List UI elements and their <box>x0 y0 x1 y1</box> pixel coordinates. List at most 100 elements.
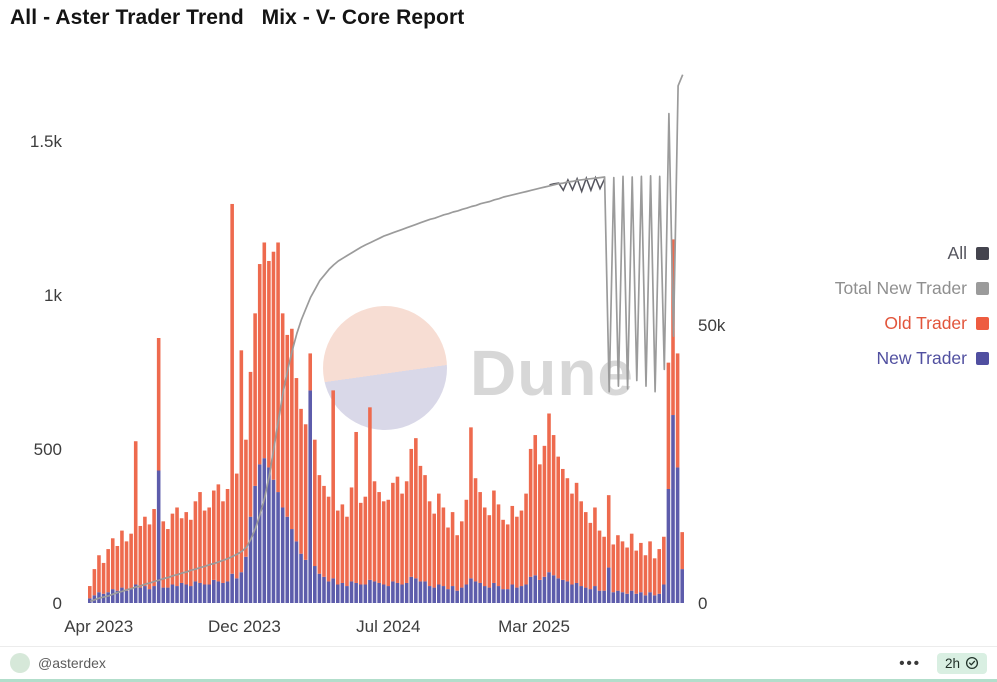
bar-new-trader <box>524 584 528 603</box>
bar-old-trader <box>634 550 639 594</box>
chart-legend: All Total New Trader Old Trader New Trad… <box>835 236 989 376</box>
legend-item-new-trader[interactable]: New Trader <box>877 341 989 376</box>
x-axis-tick: Dec 2023 <box>208 617 281 636</box>
bar-old-trader <box>561 468 565 580</box>
bar-new-trader <box>446 589 450 603</box>
bar-new-trader <box>322 576 326 603</box>
bar-old-trader <box>271 251 276 480</box>
bar-old-trader <box>423 475 427 582</box>
bar-old-trader <box>147 524 152 590</box>
bar-old-trader <box>372 481 377 582</box>
bar-old-trader <box>648 541 652 593</box>
bar-new-trader <box>606 567 611 603</box>
bar-old-trader <box>418 465 423 582</box>
dune-watermark-text: Dune <box>470 337 634 409</box>
bar-new-trader <box>207 584 211 603</box>
bar-old-trader <box>542 445 547 577</box>
bar-old-trader <box>193 501 198 582</box>
legend-item-total-new-trader[interactable]: Total New Trader <box>835 271 989 306</box>
bar-new-trader <box>487 587 492 603</box>
bar-new-trader <box>216 581 221 603</box>
more-options-button[interactable]: ••• <box>893 654 927 673</box>
legend-item-old-trader[interactable]: Old Trader <box>884 306 989 341</box>
bar-new-trader <box>280 507 285 603</box>
bar-new-trader <box>391 581 395 603</box>
bar-old-trader <box>662 536 666 585</box>
bar-new-trader <box>143 586 147 603</box>
bar-new-trader <box>120 587 124 603</box>
bar-new-trader <box>611 592 616 603</box>
bar-old-trader <box>515 516 519 588</box>
bar-old-trader <box>597 530 602 591</box>
bar-old-trader <box>565 478 570 582</box>
bar-old-trader <box>106 549 110 593</box>
refreshed-badge[interactable]: 2h <box>936 652 987 674</box>
bar-old-trader <box>88 586 92 599</box>
bar-new-trader <box>643 595 648 603</box>
bar-new-trader <box>542 576 547 603</box>
bar-old-trader <box>326 496 331 582</box>
bar-new-trader <box>313 566 317 603</box>
bar-old-trader <box>299 408 303 554</box>
bar-old-trader <box>244 439 248 557</box>
bar-new-trader <box>515 587 519 603</box>
bar-old-trader <box>335 510 340 585</box>
legend-label-total-new-trader: Total New Trader <box>834 278 967 298</box>
bar-new-trader <box>230 573 234 603</box>
bar-old-trader <box>349 487 354 582</box>
bar-new-trader <box>147 589 152 603</box>
bar-old-trader <box>386 499 391 587</box>
bar-new-trader <box>625 593 629 603</box>
bar-new-trader <box>179 582 184 603</box>
bar-old-trader <box>161 521 166 588</box>
bottom-accent-strip <box>0 679 997 682</box>
bar-new-trader <box>528 576 533 603</box>
bar-old-trader <box>133 441 138 585</box>
bar-old-trader <box>524 493 528 585</box>
bar-old-trader <box>427 501 432 587</box>
author-link[interactable]: @asterdex <box>38 655 106 671</box>
bar-new-trader <box>423 581 427 603</box>
bar-old-trader <box>101 562 106 594</box>
legend-item-all[interactable]: All <box>948 236 989 271</box>
bar-old-trader <box>262 242 267 459</box>
bar-old-trader <box>230 203 234 574</box>
bar-new-trader <box>414 578 418 603</box>
footer-bar: @asterdex ••• 2h <box>0 646 997 679</box>
bar-new-trader <box>478 582 482 603</box>
bar-old-trader <box>675 353 680 468</box>
bar-old-trader <box>198 492 202 583</box>
bar-old-trader <box>441 507 446 587</box>
bar-new-trader <box>437 584 441 603</box>
bar-new-trader <box>492 582 496 603</box>
bar-new-trader <box>579 586 583 603</box>
bar-old-trader <box>303 424 308 560</box>
page-title: All - Aster Trader Trend Mix - V- Core R… <box>10 6 465 29</box>
bar-new-trader <box>303 559 308 603</box>
bar-old-trader <box>528 448 533 577</box>
bar-new-trader <box>253 485 257 603</box>
bar-new-trader <box>510 584 515 603</box>
bar-old-trader <box>152 509 156 587</box>
bar-old-trader <box>138 525 143 588</box>
bar-old-trader <box>579 501 583 587</box>
dune-logo-circle-icon <box>323 306 447 430</box>
bar-new-trader <box>129 589 133 603</box>
bar-old-trader <box>156 338 161 471</box>
bar-old-trader <box>234 473 239 579</box>
trend-chart: Dune 1.5k 1k 500 0 50k 0 Apr 2023 Dec 2023 Jul 2… <box>0 48 760 654</box>
bar-new-trader <box>666 488 671 603</box>
bar-old-trader <box>450 512 455 587</box>
dune-watermark: Dune <box>0 48 760 654</box>
bar-old-trader <box>556 456 560 579</box>
bar-old-trader <box>437 493 441 585</box>
bar-old-trader <box>345 516 349 587</box>
bar-old-trader <box>276 242 280 493</box>
bar-new-trader <box>244 556 248 603</box>
refresh-check-icon <box>965 656 979 670</box>
bar-new-trader <box>133 584 138 603</box>
bar-new-trader <box>671 415 675 603</box>
bar-new-trader <box>501 589 505 603</box>
bar-new-trader <box>299 553 303 603</box>
